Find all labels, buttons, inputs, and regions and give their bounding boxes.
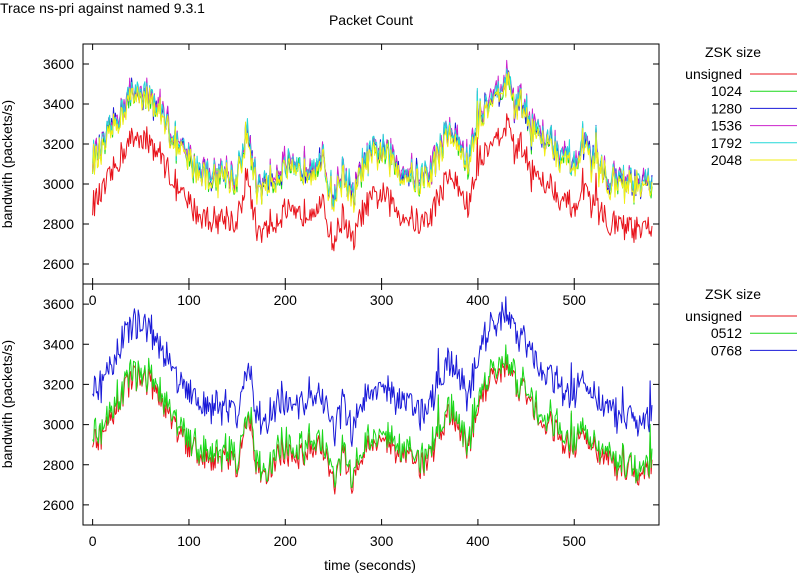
x-tick-label: 200 [274, 292, 298, 308]
legend-label-2048: 2048 [711, 152, 742, 168]
legend-label-unsigned: unsigned [685, 66, 742, 82]
y-tick-label: 3200 [43, 136, 74, 152]
series-line-unsigned [92, 351, 653, 495]
legend-label-unsigned: unsigned [685, 308, 742, 324]
y-tick-label: 3000 [43, 176, 74, 192]
x-tick-label: 0 [89, 533, 97, 549]
x-tick-label: 200 [274, 533, 298, 549]
y-tick-label: 3400 [43, 336, 74, 352]
legend-label-0512: 0512 [711, 325, 742, 341]
legend-label-1024: 1024 [711, 83, 742, 99]
y-axis-title: bandwith (packets/s) [0, 100, 15, 228]
legend-label-0768: 0768 [711, 342, 742, 358]
legend-title: ZSK size [705, 286, 761, 302]
y-axis-title: bandwith (packets/s) [0, 340, 15, 468]
legend-title: ZSK size [705, 44, 761, 60]
y-tick-label: 3000 [43, 417, 74, 433]
y-tick-label: 3600 [43, 296, 74, 312]
x-tick-label: 100 [177, 292, 201, 308]
series-line-0512 [92, 344, 653, 489]
x-axis-title: time (seconds) [324, 557, 416, 573]
chart-title: Packet Count [329, 12, 413, 28]
series-line-2048 [92, 71, 653, 213]
plot-frame [82, 283, 660, 526]
x-tick-label: 500 [563, 533, 587, 549]
series-group [92, 296, 653, 495]
y-tick-label: 2600 [43, 256, 74, 272]
y-tick-label: 2800 [43, 457, 74, 473]
legend-label-1792: 1792 [711, 135, 742, 151]
series-group [92, 59, 653, 252]
y-tick-label: 2600 [43, 497, 74, 513]
y-tick-label: 2800 [43, 216, 74, 232]
y-tick-label: 3600 [43, 56, 74, 72]
x-tick-label: 400 [466, 292, 490, 308]
x-tick-label: 100 [177, 533, 201, 549]
x-tick-label: 500 [563, 292, 587, 308]
top-panel: 2600 2800 3000 3200 3400 3600 0 100 200 300 400 500… [0, 43, 797, 308]
series-line-1536 [92, 59, 653, 205]
x-tick-label: 400 [466, 533, 490, 549]
series-line-unsigned [92, 113, 653, 252]
x-tick-label: 300 [370, 533, 394, 549]
y-tick-label: 3400 [43, 96, 74, 112]
y-tick-label: 3200 [43, 376, 74, 392]
trace-title: Trace ns-pri against named 9.3.1 [0, 0, 205, 16]
x-tick-label: 300 [370, 292, 394, 308]
x-tick-label: 0 [89, 292, 97, 308]
series-line-0768 [92, 296, 653, 447]
legend-label-1536: 1536 [711, 118, 742, 134]
legend-label-1280: 1280 [711, 100, 742, 116]
